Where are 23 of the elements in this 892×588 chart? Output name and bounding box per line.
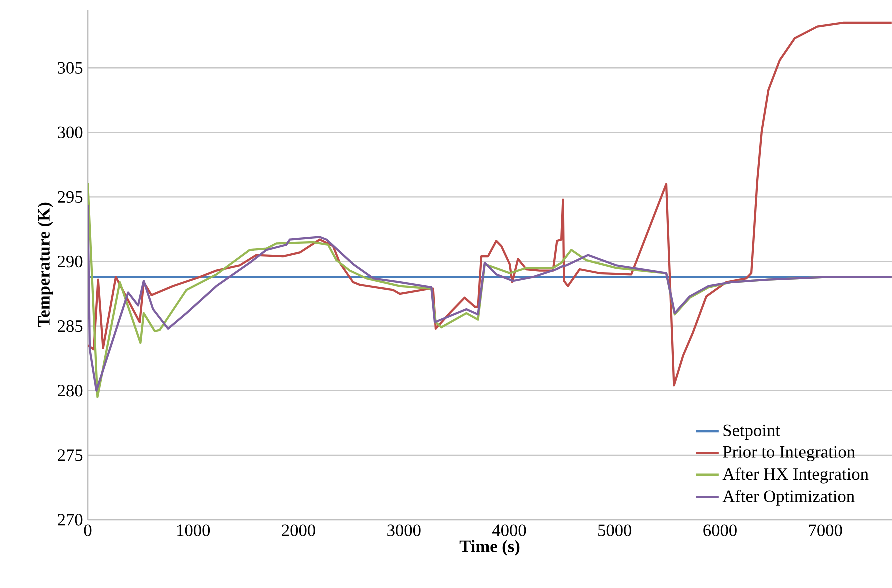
x-tick-label: 7000 (809, 524, 842, 536)
legend-label: Setpoint (724, 424, 780, 440)
x-tick-label: 0 (84, 524, 92, 536)
y-tick-label: 285 (58, 320, 83, 332)
x-tick-label: 5000 (598, 524, 632, 536)
y-tick-label: 305 (58, 62, 83, 74)
legend-label: After Optimization (722, 490, 855, 506)
line-series (88, 22, 892, 387)
y-tick-label: 275 (58, 450, 83, 462)
x-tick-label: 3000 (388, 524, 421, 536)
x-tick-label: 6000 (704, 524, 737, 536)
y-tick-label: 280 (58, 385, 83, 397)
x-tick-label: 1000 (178, 524, 210, 536)
x-axis-title: Time (s) (460, 540, 520, 556)
legend-label: Prior to Integration (723, 446, 856, 462)
legend-label: After HX Integration (722, 468, 869, 484)
x-tick-label: 4000 (492, 524, 526, 536)
y-tick-label: 295 (58, 191, 83, 204)
y-axis-title: Temperature (K) (38, 202, 54, 328)
x-tick-label: 2000 (282, 524, 316, 536)
y-tick-label: 270 (58, 514, 83, 526)
y-tick-label: 290 (58, 256, 83, 268)
y-tick-label: 300 (58, 126, 83, 138)
